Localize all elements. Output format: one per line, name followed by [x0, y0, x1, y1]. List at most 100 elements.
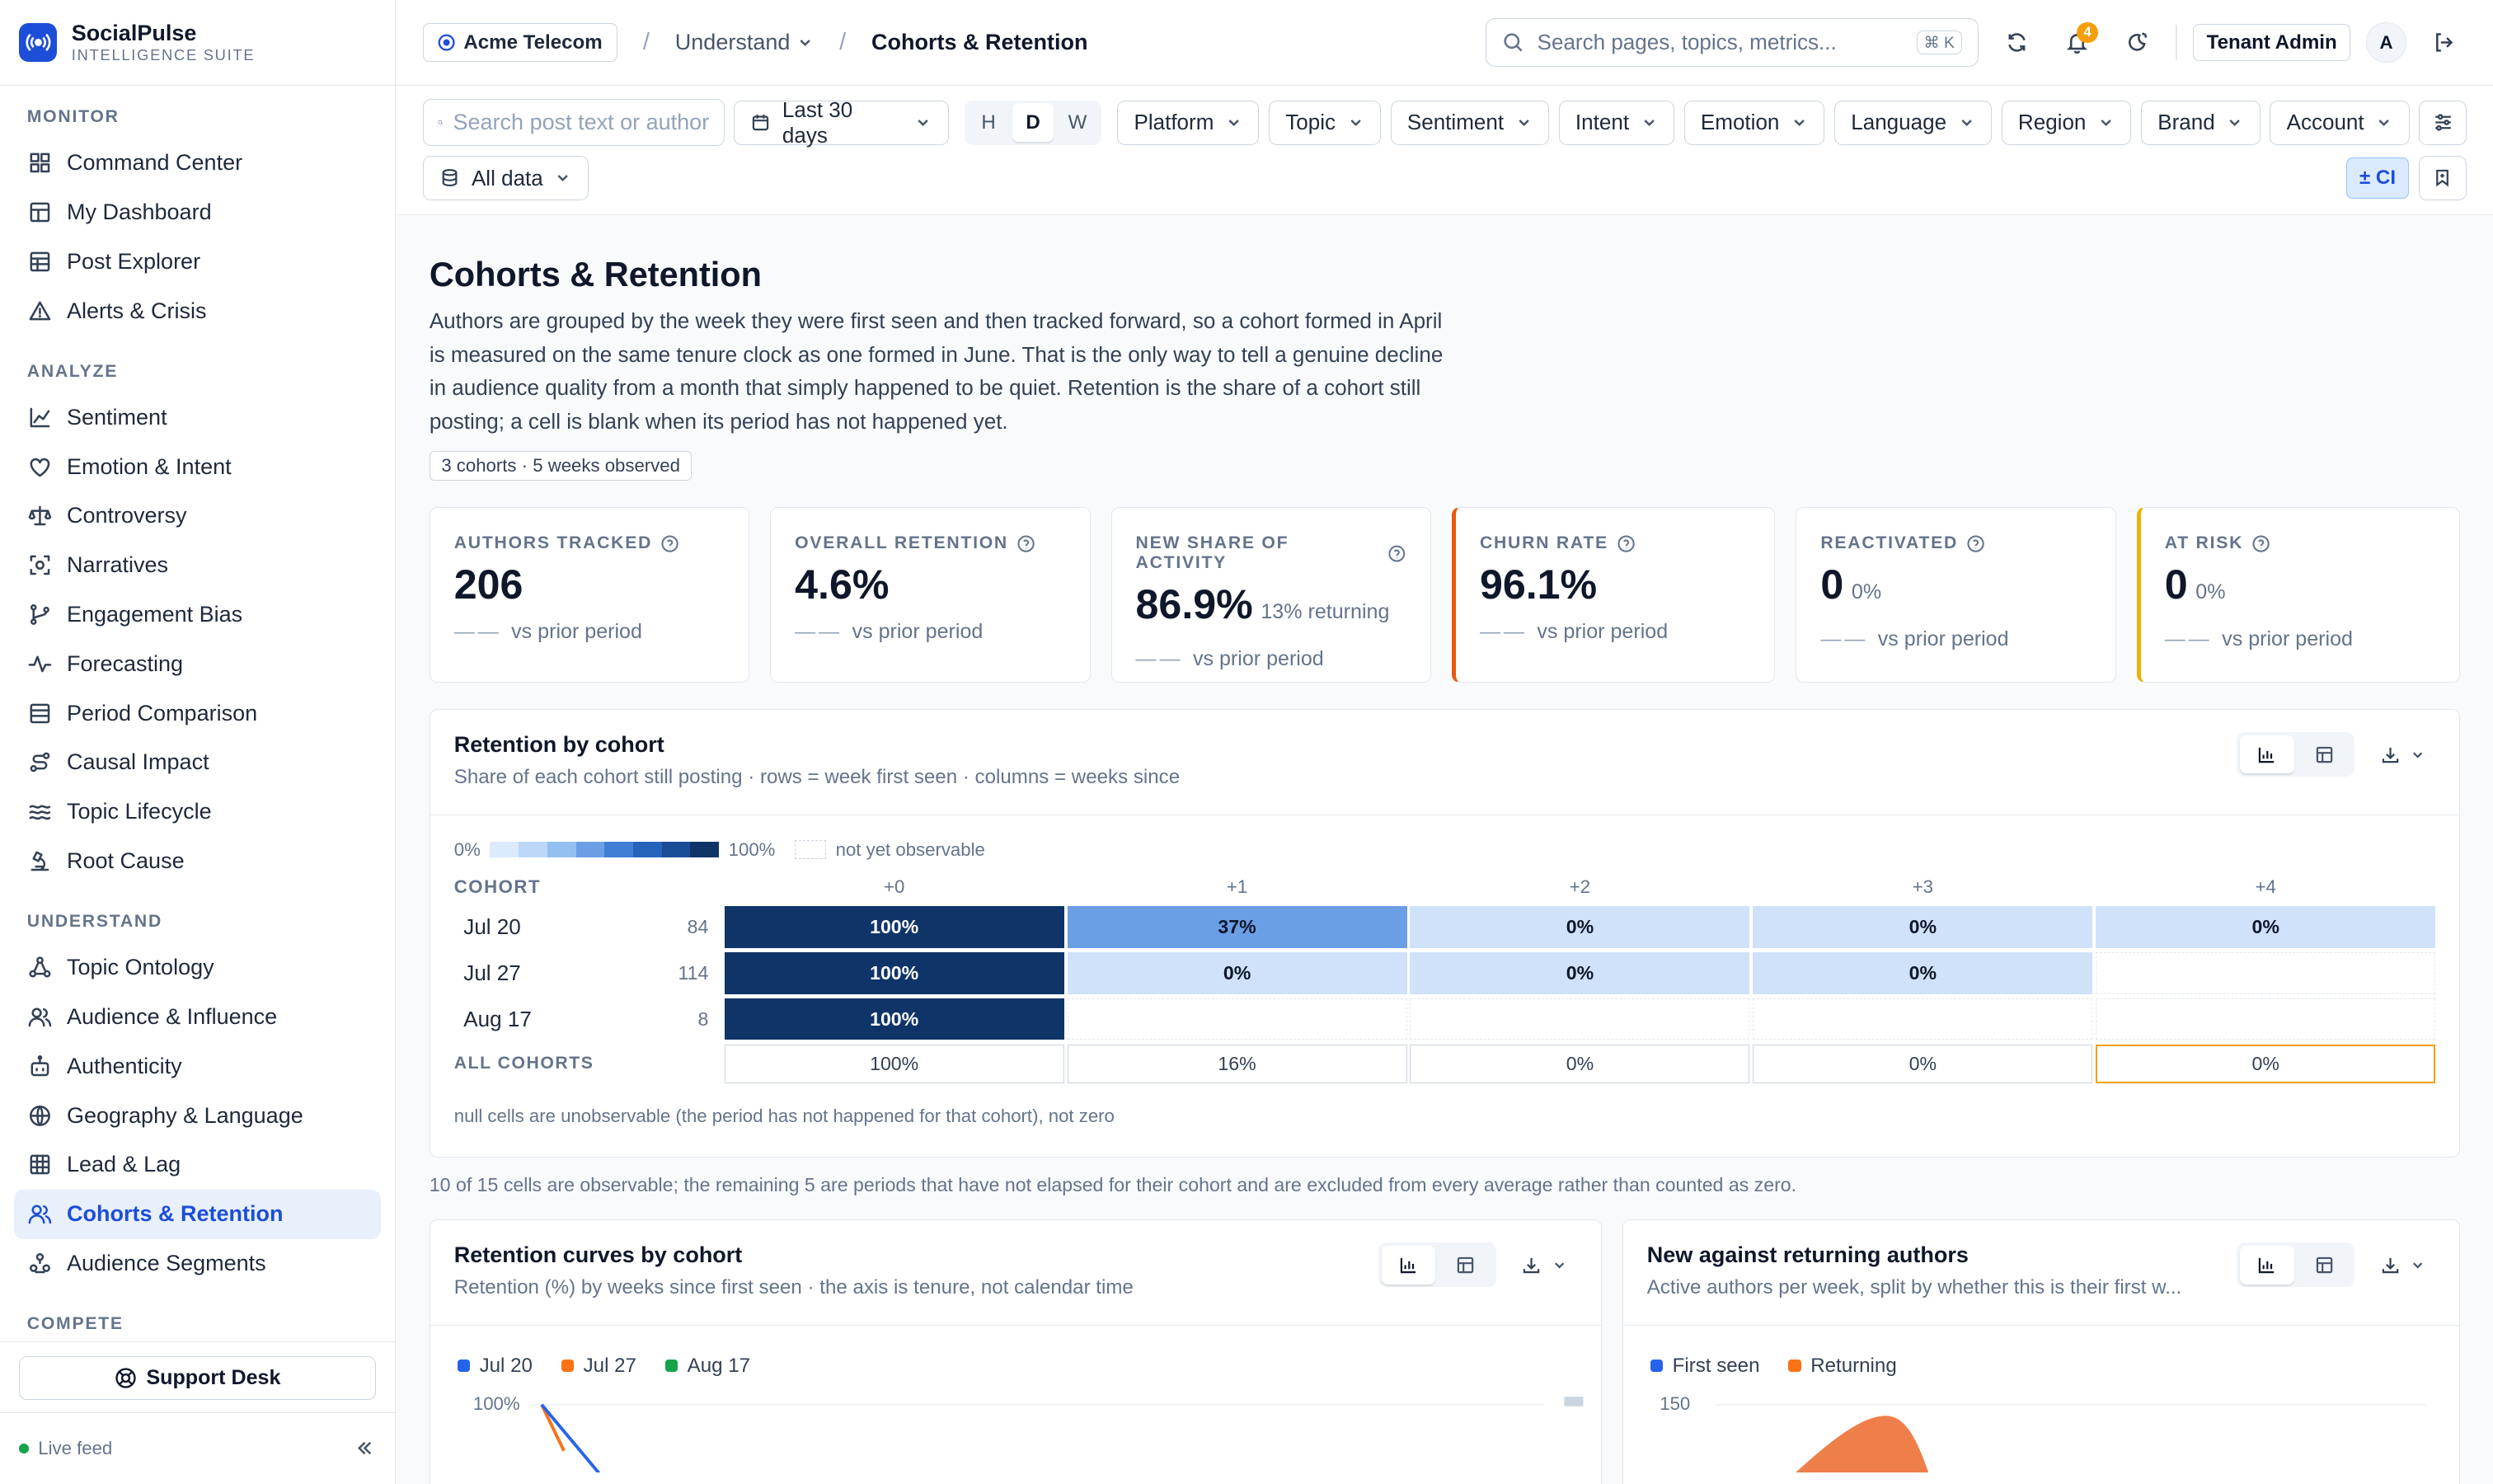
sidebar-item-geography-and-language[interactable]: Geography & Language	[14, 1091, 381, 1140]
table-view-icon[interactable]	[2298, 735, 2352, 773]
sidebar-item-controversy[interactable]: Controversy	[14, 491, 381, 541]
download-menu[interactable]	[2370, 744, 2435, 765]
chart-view-icon[interactable]	[2240, 1246, 2294, 1284]
nav-section-monitor: MONITOR	[26, 107, 120, 127]
breadcrumb-parent[interactable]: Understand	[675, 30, 815, 55]
legend-item-jul-27[interactable]: Jul 27	[561, 1355, 636, 1378]
intent-filter[interactable]: Intent	[1558, 100, 1675, 145]
heatmap-cell[interactable]: 0%	[2096, 906, 2436, 948]
chevron-down-icon	[1228, 119, 1239, 126]
sidebar-item-command-center[interactable]: Command Center	[14, 139, 381, 188]
new-returning-legend: First seen Returning	[1623, 1326, 2459, 1378]
trend-placeholder-icon: ——	[1135, 647, 1184, 671]
sidebar-item-authenticity[interactable]: Authenticity	[14, 1041, 381, 1091]
heatmap-cell[interactable]: 0%	[1067, 952, 1407, 994]
heatmap-cell[interactable]: 100%	[724, 998, 1064, 1040]
emotion-filter[interactable]: Emotion	[1683, 100, 1825, 145]
sidebar-item-cohorts-and-retention[interactable]: Cohorts & Retention	[14, 1189, 381, 1239]
platform-filter[interactable]: Platform	[1117, 100, 1260, 145]
heatmap-cell[interactable]: 100%	[724, 906, 1064, 948]
bookmark-button[interactable]	[2419, 156, 2467, 200]
sidebar-item-topic-ontology[interactable]: Topic Ontology	[14, 943, 381, 993]
all-cohorts-cell[interactable]: 16%	[1067, 1045, 1407, 1083]
chart-view-icon[interactable]	[2240, 735, 2294, 774]
heatmap-cell[interactable]: 0%	[1753, 952, 2093, 994]
role-badge[interactable]: Tenant Admin	[2193, 24, 2351, 61]
sidebar-item-label: Alerts & Crisis	[67, 298, 207, 323]
date-range-select[interactable]: Last 30 days	[734, 97, 949, 148]
sidebar-item-forecasting[interactable]: Forecasting	[14, 639, 381, 688]
advanced-filters-button[interactable]	[2419, 100, 2467, 145]
sidebar-item-audience-and-influence[interactable]: Audience & Influence	[14, 993, 381, 1042]
search-icon	[439, 120, 444, 125]
chart-view-icon[interactable]	[1381, 1246, 1436, 1284]
theme-toggle-button[interactable]	[2115, 21, 2160, 65]
global-search[interactable]: Search pages, topics, metrics... ⌘ K	[1485, 17, 1979, 68]
sidebar-item-root-cause[interactable]: Root Cause	[14, 837, 381, 886]
sidebar-item-period-comparison[interactable]: Period Comparison	[14, 688, 381, 738]
download-menu[interactable]	[1512, 1255, 1577, 1275]
topic-filter[interactable]: Topic	[1268, 100, 1382, 145]
all-cohorts-cell[interactable]: 0%	[2096, 1045, 2436, 1083]
help-icon[interactable]	[1016, 534, 1035, 553]
support-desk-button[interactable]: Support Desk	[19, 1356, 377, 1400]
heatmap-cell[interactable]: 37%	[1067, 906, 1407, 948]
table-view-icon[interactable]	[2298, 1246, 2352, 1284]
kpi-at-risk: AT RISK 0 0% —— vs prior period	[2136, 507, 2461, 683]
heatmap-cell[interactable]: 0%	[1410, 906, 1750, 948]
help-icon[interactable]	[660, 534, 679, 553]
legend-item-jul-20[interactable]: Jul 20	[457, 1355, 533, 1378]
heatmap-cell[interactable]: 0%	[1410, 952, 1750, 994]
sidebar-item-causal-impact[interactable]: Causal Impact	[14, 738, 381, 787]
help-icon[interactable]	[2251, 534, 2270, 553]
legend-item-aug-17[interactable]: Aug 17	[664, 1355, 750, 1378]
dataset-select[interactable]: All data	[423, 156, 589, 200]
collapse-sidebar-icon[interactable]	[354, 1437, 376, 1459]
language-filter[interactable]: Language	[1833, 100, 1993, 145]
sidebar-item-narratives[interactable]: Narratives	[14, 541, 381, 590]
heatmap-cell[interactable]: 0%	[1753, 906, 2093, 948]
help-icon[interactable]	[1966, 534, 1985, 553]
nav-section-compete: COMPETE	[26, 1314, 124, 1334]
table-view-icon[interactable]	[1439, 1246, 1493, 1284]
chart-toolbar-icon[interactable]	[1564, 1396, 1584, 1407]
heatmap-cell-unobservable	[1753, 998, 2093, 1040]
tenant-switcher[interactable]: Acme Telecom	[423, 23, 618, 62]
sidebar-item-alerts-and-crisis[interactable]: Alerts & Crisis	[14, 286, 381, 336]
heatmap-cell[interactable]: 100%	[724, 952, 1064, 994]
all-cohorts-cell[interactable]: 0%	[1753, 1045, 2093, 1083]
legend-swatch	[1788, 1359, 1801, 1373]
help-icon[interactable]	[1387, 544, 1406, 563]
granularity-d[interactable]: D	[1012, 103, 1054, 142]
route-icon	[30, 753, 50, 773]
confidence-interval-toggle[interactable]: ± CI	[2345, 157, 2410, 200]
all-cohorts-cell[interactable]: 0%	[1410, 1045, 1750, 1083]
brand[interactable]: SocialPulse INTELLIGENCE SUITE	[0, 0, 396, 87]
sidebar-item-emotion-and-intent[interactable]: Emotion & Intent	[14, 442, 381, 491]
region-filter[interactable]: Region	[2001, 100, 2132, 145]
sidebar-item-audience-segments[interactable]: Audience Segments	[14, 1239, 381, 1289]
granularity-w[interactable]: W	[1068, 110, 1087, 134]
download-menu[interactable]	[2370, 1255, 2435, 1275]
sidebar-item-my-dashboard[interactable]: My Dashboard	[14, 188, 381, 237]
notifications-button[interactable]: 4	[2054, 21, 2099, 65]
refresh-button[interactable]	[1994, 21, 2039, 65]
sidebar-item-post-explorer[interactable]: Post Explorer	[14, 237, 381, 286]
sidebar-item-topic-lifecycle[interactable]: Topic Lifecycle	[14, 787, 381, 837]
sentiment-filter[interactable]: Sentiment	[1390, 100, 1550, 145]
avatar[interactable]: A	[2366, 22, 2406, 63]
sidebar-item-engagement-bias[interactable]: Engagement Bias	[14, 590, 381, 640]
post-search-input[interactable]: Search post text or author	[423, 98, 725, 147]
brand-filter[interactable]: Brand	[2140, 100, 2261, 145]
sidebar-item-label: Period Comparison	[67, 700, 258, 726]
card-subtitle: Share of each cohort still posting · row…	[453, 765, 1181, 788]
help-icon[interactable]	[1617, 534, 1636, 553]
all-cohorts-cell[interactable]: 100%	[724, 1045, 1064, 1083]
legend-item-returning[interactable]: Returning	[1788, 1355, 1897, 1378]
granularity-h[interactable]: H	[981, 110, 996, 134]
account-filter[interactable]: Account	[2270, 100, 2410, 145]
sidebar-item-lead-and-lag[interactable]: Lead & Lag	[14, 1140, 381, 1190]
legend-item-first-seen[interactable]: First seen	[1650, 1355, 1759, 1378]
logout-button[interactable]	[2422, 21, 2467, 65]
sidebar-item-sentiment[interactable]: Sentiment	[14, 392, 381, 442]
